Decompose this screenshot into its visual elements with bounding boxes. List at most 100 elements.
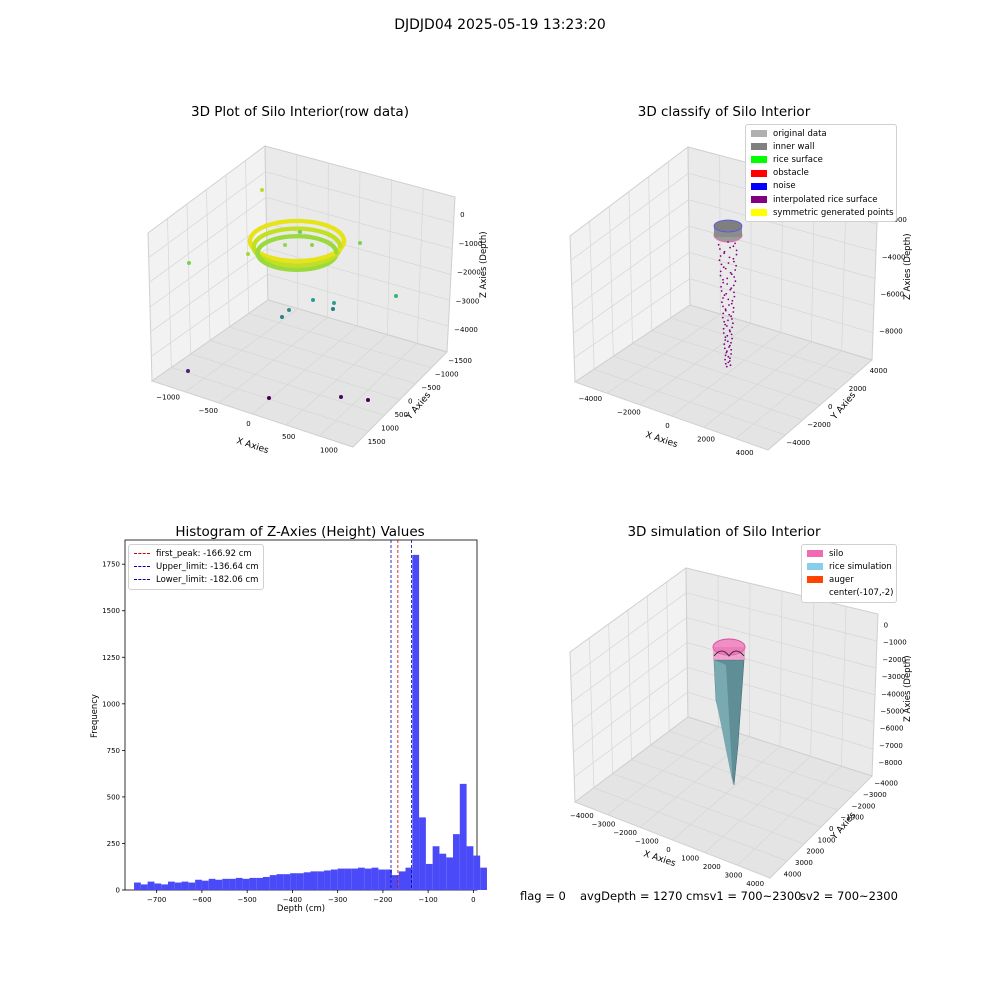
interpolated-point: [734, 269, 737, 271]
z-tick-label: −8000: [879, 327, 903, 335]
histogram-bar: [269, 875, 277, 890]
footer-sv2: sv2 = 700~2300: [800, 889, 898, 903]
z-tick-label: −3000: [882, 673, 906, 681]
x-tick-label: −2000: [617, 408, 641, 416]
silo-cylinder-body: [713, 647, 745, 660]
interpolated-point: [727, 241, 729, 243]
x-tick-label: −100: [419, 896, 438, 904]
scatter-point: [246, 252, 250, 256]
interpolated-point: [730, 273, 733, 276]
z-tick-label: −4000: [881, 690, 905, 698]
gridline: [319, 343, 418, 437]
z-tick-label: −8000: [879, 759, 903, 767]
y-tick-label: −1000: [435, 370, 459, 378]
y-tick-label: 750: [107, 747, 120, 755]
legend-item: Upper_limit: -136.64 cm: [134, 560, 259, 573]
interpolated-point: [734, 280, 737, 283]
legend-swatch: [134, 553, 150, 555]
histogram-bar: [364, 868, 372, 890]
panel2-classified-points: [713, 219, 743, 368]
x-tick-label: −500: [199, 407, 218, 415]
histogram-bar: [419, 817, 426, 890]
y-tick-label: 1000: [381, 425, 399, 433]
y-tick-label: −1500: [448, 357, 472, 365]
z-tick-label: −1000: [883, 639, 907, 647]
interpolated-point: [727, 319, 729, 322]
interpolated-point: [720, 285, 722, 288]
interpolated-point: [732, 284, 735, 287]
x-tick-label: −4000: [570, 812, 594, 820]
x-tick-label: 0: [246, 420, 250, 428]
histogram-bar: [147, 881, 155, 890]
interpolated-point: [724, 358, 726, 361]
footer-flag: flag = 0: [520, 889, 566, 903]
histogram-bar: [344, 868, 352, 890]
interpolated-point: [723, 343, 726, 346]
y-tick-label: −500: [421, 384, 440, 392]
panel-histogram: Histogram of Z-Axies (Height) Values −70…: [90, 524, 487, 914]
panel4-tick-labels: −4000−3000−2000−100001000200030004000400…: [570, 621, 907, 887]
y-tick-label: −1000: [840, 814, 864, 822]
panel1-y-axis-label: Y Axies: [404, 390, 433, 422]
y-tick-label: 1000: [818, 836, 836, 844]
x-tick-label: 2000: [697, 436, 715, 444]
gridline: [689, 278, 874, 334]
z-tick-label: −6000: [880, 725, 904, 733]
legend-swatch: [751, 209, 767, 217]
interpolated-point: [726, 277, 729, 280]
interpolated-point: [729, 271, 732, 274]
interpolated-point: [727, 355, 730, 358]
interpolated-point: [727, 298, 730, 301]
z-tick-label: 0: [884, 621, 888, 629]
histogram-bar: [480, 867, 487, 890]
histogram-bar: [378, 869, 386, 890]
interpolated-point: [718, 259, 721, 262]
legend-label: interpolated rice surface: [773, 194, 878, 205]
histogram-bar: [290, 873, 297, 890]
legend-item: interpolated rice surface: [751, 193, 891, 206]
legend-label: symmetric generated points: [773, 207, 894, 218]
histogram-bar: [222, 878, 230, 890]
panel1-gridlines: [148, 154, 454, 437]
y-tick-label: −2000: [807, 421, 831, 429]
panel4-x-axis-label: X Axies: [642, 849, 677, 869]
legend-item: rice surface: [751, 153, 891, 166]
interpolated-point: [722, 312, 725, 315]
x-tick-label: −700: [147, 896, 166, 904]
gridline: [151, 274, 268, 357]
interpolated-point: [722, 266, 725, 269]
interpolated-point: [726, 340, 729, 343]
interpolated-point: [722, 327, 725, 330]
panel-raw-data-3d: 3D Plot of Silo Interior(row data) −1000…: [147, 104, 489, 456]
x-tick-label: −2000: [613, 829, 637, 837]
panel4-z-axis-label: Z Axies (Depth): [903, 655, 913, 722]
z-tick-label: −1000: [459, 240, 483, 248]
histogram-bar: [181, 881, 189, 890]
legend-swatch: [751, 130, 767, 138]
scatter-point: [186, 369, 190, 373]
x-tick-label: −300: [328, 896, 347, 904]
histogram-bar: [262, 876, 270, 890]
interpolated-point: [733, 276, 736, 278]
rice-surface-edge: [713, 650, 745, 657]
scatter-point: [339, 395, 343, 399]
interpolated-point: [723, 347, 726, 350]
panel2-x-axis-label: X Axies: [644, 430, 679, 450]
y-tick-label: 250: [107, 840, 120, 848]
panel1-scatter-points: [186, 188, 398, 402]
figure-suptitle: DJDJD04 2025-05-19 13:23:20: [394, 17, 606, 33]
legend-swatch: [751, 182, 767, 190]
y-tick-label: 2000: [806, 848, 824, 856]
interpolated-point: [717, 243, 720, 246]
z-tick-label: −4000: [882, 253, 906, 261]
x-tick-label: −3000: [592, 821, 616, 829]
panel4-title: 3D simulation of Silo Interior: [627, 524, 821, 540]
legend-label: rice surface: [773, 154, 823, 165]
interpolated-point: [725, 351, 728, 354]
legend-item: auger: [807, 573, 891, 586]
y-tick-label: −2000: [852, 802, 876, 810]
interpolated-point: [723, 250, 726, 253]
y-tick-label: 2000: [849, 385, 867, 393]
histogram-bar: [459, 783, 467, 890]
